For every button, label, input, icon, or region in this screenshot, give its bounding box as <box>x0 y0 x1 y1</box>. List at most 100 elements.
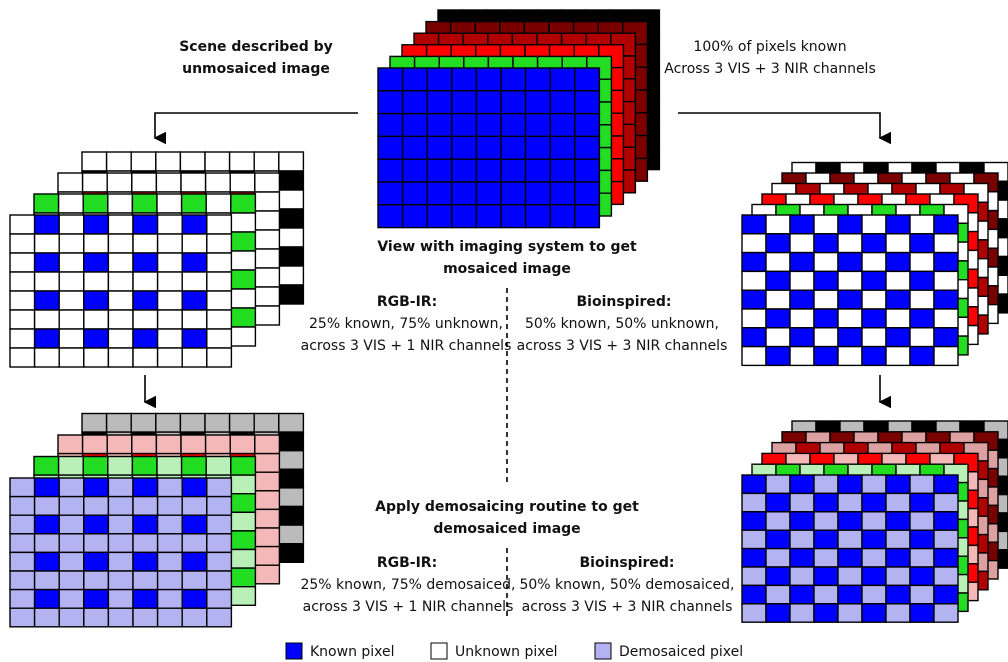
legend-swatch <box>285 642 303 660</box>
pixel <box>885 289 911 310</box>
label: Bioinspired: <box>576 294 671 310</box>
pixel <box>741 584 767 605</box>
pixel <box>741 308 767 329</box>
label: RGB-IR: <box>377 294 437 310</box>
pixel <box>885 251 911 273</box>
pixel <box>181 214 208 235</box>
pixel <box>254 286 281 307</box>
pixel <box>401 112 428 138</box>
pixel <box>206 588 233 609</box>
pixel <box>885 529 911 550</box>
pixel <box>206 252 233 273</box>
pixel <box>155 434 182 455</box>
pixel <box>230 511 257 532</box>
pixel <box>861 474 887 495</box>
pixel <box>33 455 60 476</box>
pixel <box>401 158 428 183</box>
pixel <box>741 492 767 513</box>
pixel <box>181 290 208 311</box>
pixel <box>837 511 863 531</box>
pixel <box>83 588 110 609</box>
pixel <box>81 434 108 455</box>
pixel <box>813 289 839 310</box>
pixel <box>9 570 36 591</box>
pixel <box>254 305 281 326</box>
pixel <box>813 474 839 495</box>
pixel <box>885 474 911 495</box>
pixel <box>58 233 85 254</box>
pixel <box>933 289 959 310</box>
pixel <box>9 477 36 498</box>
pixel <box>254 229 281 250</box>
pixel <box>789 251 815 273</box>
pixel <box>909 529 935 550</box>
pixel <box>9 309 36 330</box>
pixel <box>156 290 183 311</box>
pixel <box>789 233 815 254</box>
caption: unmosaiced image <box>182 61 330 77</box>
pixel <box>132 290 159 311</box>
pixel <box>861 308 887 329</box>
pixel <box>230 307 257 328</box>
pixel <box>106 434 133 455</box>
pixel <box>33 214 60 235</box>
pixel <box>105 151 132 172</box>
pixel <box>58 309 85 330</box>
pixel <box>909 492 935 513</box>
pixel <box>130 412 157 433</box>
pixel <box>837 233 863 254</box>
pixel <box>155 172 182 193</box>
pixel <box>574 112 601 138</box>
pixel <box>765 566 791 587</box>
pixel <box>83 514 110 535</box>
pixel <box>574 204 601 229</box>
pixel <box>401 67 428 92</box>
pixel <box>861 584 887 605</box>
pixel <box>33 193 60 214</box>
pixel <box>909 511 935 531</box>
pixel <box>765 308 791 329</box>
pixel <box>861 492 887 513</box>
pixel <box>837 474 863 495</box>
pixel <box>180 434 207 455</box>
pixel <box>156 252 183 273</box>
pixel <box>933 233 959 254</box>
caption: across 3 VIS + 1 NIR channels <box>303 599 514 615</box>
pixel <box>132 514 159 535</box>
pixel <box>107 309 134 330</box>
pixel <box>33 570 60 591</box>
pixel <box>500 181 527 206</box>
pixel <box>549 158 576 183</box>
pixel <box>107 214 134 235</box>
pixel <box>230 474 257 495</box>
pixel <box>228 412 255 433</box>
pixel <box>475 67 502 92</box>
pixel <box>204 172 231 193</box>
pixel <box>206 271 233 292</box>
pixel <box>9 514 36 535</box>
pixel <box>765 529 791 550</box>
pixel <box>741 345 767 367</box>
pixel <box>156 588 183 609</box>
pixel <box>107 328 134 349</box>
pixel <box>837 214 863 235</box>
pixel <box>451 90 478 115</box>
pixel <box>107 607 134 628</box>
pixel <box>933 584 959 605</box>
pixel <box>861 547 887 568</box>
pixel <box>933 547 959 568</box>
pixel <box>181 477 208 498</box>
pixel <box>765 603 791 623</box>
pixel <box>475 181 502 206</box>
pixel <box>741 474 767 495</box>
pixel <box>765 474 791 495</box>
pixel <box>83 252 110 273</box>
pixel <box>206 309 233 330</box>
caption: 50% known, 50% unknown, <box>525 316 719 332</box>
pixel <box>475 90 502 115</box>
step-title: demosaiced image <box>433 521 580 537</box>
pixel <box>82 455 109 476</box>
pixel <box>861 233 887 254</box>
pixel <box>58 271 85 292</box>
pixel <box>789 308 815 329</box>
